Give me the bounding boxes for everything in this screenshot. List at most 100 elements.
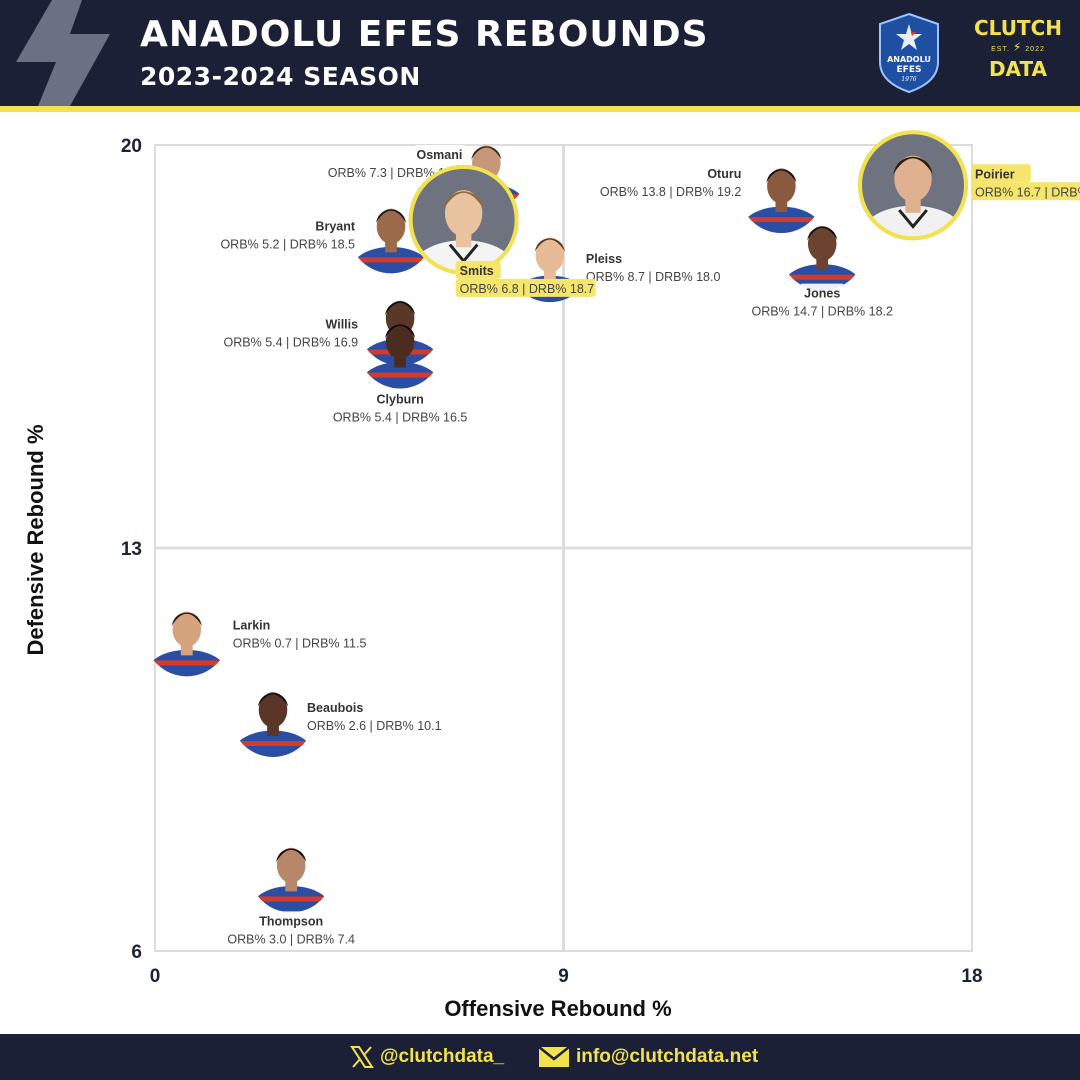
player-stat-bg xyxy=(330,407,471,426)
x-twitter-icon xyxy=(350,1046,374,1068)
player-label: Jones ORB% 14.7 | DRB% 18.2 xyxy=(748,283,896,320)
player-name: Osmani xyxy=(416,148,462,162)
player-point[interactable]: Jones ORB% 14.7 | DRB% 18.2 xyxy=(748,225,896,320)
player-photo xyxy=(249,847,334,913)
player-neck xyxy=(816,257,829,270)
player-point[interactable]: Beaubois ORB% 2.6 | DRB% 10.1 xyxy=(231,692,444,776)
team-logo-icon: ANADOLU EFES 1976 xyxy=(879,12,939,94)
y-tick-label: 20 xyxy=(121,136,142,157)
page-title: ANADOLU EFES REBOUNDS xyxy=(140,14,709,55)
player-label: Poirier ORB% 16.7 | DRB% 19.3 xyxy=(970,164,1080,201)
jersey-stripe xyxy=(739,217,824,223)
player-label: Beaubois ORB% 2.6 | DRB% 10.1 xyxy=(303,697,444,734)
header-bar: ANADOLU EFES REBOUNDS 2023-2024 SEASON A… xyxy=(0,0,1080,106)
player-face xyxy=(376,208,406,244)
page-subtitle: 2023-2024 SEASON xyxy=(140,62,421,91)
player-photo xyxy=(857,130,968,241)
footer-bar: @clutchdata_ info@clutchdata.net xyxy=(0,1034,1080,1080)
player-stat-bg xyxy=(598,182,746,201)
player-hair xyxy=(384,324,416,339)
player-name-bg xyxy=(413,145,467,164)
x-tick-label: 0 xyxy=(150,966,161,987)
jersey-shape xyxy=(860,205,966,241)
player-photo xyxy=(144,611,229,677)
player-stats: ORB% 5.2 | DRB% 18.5 xyxy=(220,237,355,251)
chart-grid xyxy=(154,144,973,952)
player-stats: ORB% 13.8 | DRB% 19.2 xyxy=(600,185,742,199)
player-name-bg xyxy=(799,283,845,302)
team-logo-line-3: 1976 xyxy=(901,76,916,83)
player-hair xyxy=(893,156,933,175)
player-stats: ORB% 0.7 | DRB% 11.5 xyxy=(233,636,367,650)
data-points: Osmani ORB% 7.3 | DRB% 19.6 Oturu ORB% 13.8… xyxy=(144,130,1080,948)
player-stats: ORB% 6.8 | DRB% 18.7 xyxy=(460,282,595,296)
player-name-bg xyxy=(228,615,282,634)
header-accent-stripe xyxy=(0,106,1080,112)
player-label: Thompson ORB% 3.0 | DRB% 7.4 xyxy=(224,911,358,948)
x-tick-label: 9 xyxy=(558,966,569,987)
highlight-ring xyxy=(857,130,968,241)
player-name: Oturu xyxy=(707,167,741,181)
player-point[interactable]: Oturu ORB% 13.8 | DRB% 19.2 xyxy=(598,164,824,253)
player-neck xyxy=(267,723,279,736)
jersey-collar xyxy=(898,209,928,229)
email-link[interactable]: info@clutchdata.net xyxy=(538,1044,758,1070)
player-label: Larkin ORB% 0.7 | DRB% 11.5 xyxy=(228,615,369,652)
jersey-stripe xyxy=(231,740,316,746)
player-point[interactable]: Larkin ORB% 0.7 | DRB% 11.5 xyxy=(144,611,369,696)
player-stats: ORB% 14.7 | DRB% 18.2 xyxy=(751,305,893,319)
player-name: Bryant xyxy=(315,219,355,233)
player-hair xyxy=(443,191,484,209)
clutch-data-logo: CLUTCH EST. ⚡ 2022 DATA xyxy=(966,16,1070,88)
player-photo xyxy=(349,208,434,274)
twitter-handle-text: @clutchdata_ xyxy=(380,1046,505,1067)
jersey-stripe xyxy=(349,257,434,263)
player-neck xyxy=(775,199,788,213)
player-hair xyxy=(375,209,407,223)
player-face xyxy=(807,225,837,262)
player-name: Thompson xyxy=(259,914,323,928)
player-label: Smits ORB% 6.8 | DRB% 18.7 xyxy=(455,260,596,297)
player-stat-bg xyxy=(228,633,369,652)
player-hair xyxy=(384,301,416,316)
player-label: Bryant ORB% 5.2 | DRB% 18.5 xyxy=(219,216,360,253)
player-stats: ORB% 16.7 | DRB% 19.3 xyxy=(975,185,1080,199)
player-face xyxy=(258,692,288,728)
brand-bolt-icon: ⚡ xyxy=(1012,40,1023,54)
player-name-bg xyxy=(370,389,430,408)
jersey-stripe xyxy=(358,372,443,378)
player-face xyxy=(385,323,415,360)
player-name: Beaubois xyxy=(307,701,363,715)
player-stat-bg xyxy=(219,234,360,253)
jersey-stripe xyxy=(144,660,229,666)
player-stats: ORB% 5.4 | DRB% 16.5 xyxy=(333,411,468,425)
player-point[interactable]: Thompson ORB% 3.0 | DRB% 7.4 xyxy=(224,847,358,948)
player-name: Jones xyxy=(804,287,840,301)
player-face xyxy=(276,847,306,883)
player-neck xyxy=(544,268,556,282)
player-hair xyxy=(276,848,307,862)
player-hair xyxy=(171,612,202,626)
player-face xyxy=(767,168,796,204)
player-neck xyxy=(180,642,193,656)
y-tick-label: 13 xyxy=(121,539,142,560)
rebound-scatter-chart: Offensive Rebound % Defensive Rebound % … xyxy=(23,130,1080,1021)
email-text: info@clutchdata.net xyxy=(576,1046,759,1067)
player-name-bg xyxy=(970,164,1031,183)
player-stat-bg xyxy=(748,301,896,320)
twitter-handle[interactable]: @clutchdata_ xyxy=(350,1044,504,1070)
player-point[interactable]: Clyburn ORB% 5.4 | DRB% 16.5 xyxy=(330,323,471,426)
x-tick-label: 18 xyxy=(961,966,982,987)
player-hair xyxy=(807,226,838,241)
player-point[interactable]: Smits ORB% 6.8 | DRB% 18.7 xyxy=(408,164,596,301)
player-name-bg xyxy=(257,911,325,930)
y-tick-label: 6 xyxy=(131,942,142,963)
player-name-bg xyxy=(581,249,635,268)
player-stat-bg xyxy=(581,267,722,286)
player-name: Poirier xyxy=(975,167,1015,181)
player-point[interactable]: Poirier ORB% 16.7 | DRB% 19.3 xyxy=(857,130,1080,266)
brand-est-label: EST. xyxy=(991,46,1010,53)
player-point[interactable]: Bryant ORB% 5.2 | DRB% 18.5 xyxy=(219,208,434,293)
player-stats: ORB% 7.3 | DRB% 19.6 xyxy=(328,166,463,180)
player-name: Pleiss xyxy=(586,252,622,266)
